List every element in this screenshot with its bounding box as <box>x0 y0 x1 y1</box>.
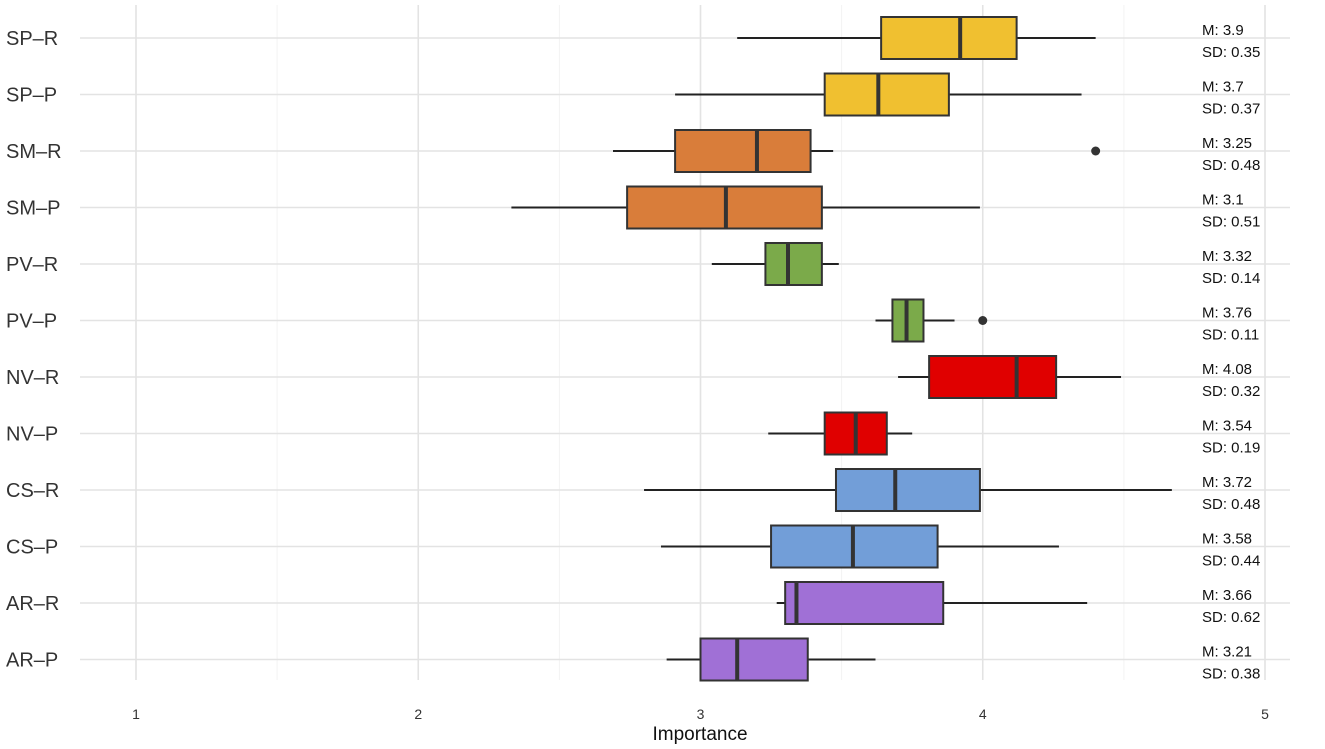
box-iqr <box>823 72 950 117</box>
grid-lines <box>80 5 1290 680</box>
box-1 <box>675 72 1082 117</box>
category-label: NV–R <box>6 367 59 389</box>
category-label: PV–R <box>6 254 58 276</box>
box-iqr <box>699 637 809 682</box>
category-label: SM–R <box>6 141 62 163</box>
x-tick-label: 1 <box>132 706 140 722</box>
box-11 <box>666 637 876 682</box>
sd-annotation: SD: 0.48 <box>1202 496 1260 513</box>
sd-annotation: SD: 0.19 <box>1202 440 1260 457</box>
category-label: SP–P <box>6 85 57 107</box>
sd-annotation: SD: 0.14 <box>1202 270 1260 287</box>
sd-annotation: SD: 0.44 <box>1202 553 1260 570</box>
mean-annotation: M: 3.7 <box>1202 79 1244 96</box>
box-iqr <box>928 355 1058 399</box>
category-label: SM–P <box>6 198 60 220</box>
box-4 <box>711 242 839 286</box>
mean-annotation: M: 3.54 <box>1202 418 1252 435</box>
sd-annotation: SD: 0.48 <box>1202 157 1260 174</box>
boxes-layer <box>511 16 1172 682</box>
category-label: SP–R <box>6 28 58 50</box>
box-iqr <box>784 581 945 625</box>
mean-annotation: M: 3.66 <box>1202 587 1252 604</box>
box-5 <box>875 298 988 343</box>
sd-annotation: SD: 0.35 <box>1202 44 1260 61</box>
mean-annotation: M: 3.21 <box>1202 644 1252 661</box>
mean-annotation: M: 3.58 <box>1202 531 1252 548</box>
category-label: CS–P <box>6 537 58 559</box>
x-tick-label: 4 <box>979 706 987 722</box>
category-label: AR–P <box>6 650 58 672</box>
sd-annotation: SD: 0.11 <box>1202 327 1259 344</box>
sd-annotation: SD: 0.37 <box>1202 101 1260 118</box>
box-iqr <box>674 129 812 173</box>
box-10 <box>776 581 1088 625</box>
mean-annotation: M: 3.72 <box>1202 474 1252 491</box>
stat-annotations: M: 3.9 SD: 0.35 M: 3.7 SD: 0.37 M: 3.25 SD: 0… <box>1202 22 1260 683</box>
box-7 <box>768 411 913 456</box>
mean-annotation: M: 3.32 <box>1202 248 1252 265</box>
mean-annotation: M: 3.1 <box>1202 192 1244 209</box>
outlier-point <box>1091 146 1101 156</box>
x-tick-labels: 1 2 3 4 5 <box>132 706 1269 722</box>
box-iqr <box>834 468 981 512</box>
sd-annotation: SD: 0.38 <box>1202 666 1260 683</box>
mean-annotation: M: 3.76 <box>1202 305 1252 322</box>
sd-annotation: SD: 0.51 <box>1202 214 1260 231</box>
outlier-point <box>978 316 988 325</box>
box-iqr <box>880 16 1018 60</box>
box-2 <box>613 129 1101 173</box>
box-3 <box>511 185 980 230</box>
box-9 <box>660 524 1059 569</box>
box-6 <box>898 355 1122 399</box>
sd-annotation: SD: 0.62 <box>1202 609 1260 626</box>
mean-annotation: M: 3.9 <box>1202 22 1244 39</box>
x-tick-label: 5 <box>1261 706 1269 722</box>
box-0 <box>737 16 1096 60</box>
box-8 <box>644 468 1172 512</box>
mean-annotation: M: 4.08 <box>1202 361 1252 378</box>
x-tick-label: 2 <box>414 706 422 722</box>
sd-annotation: SD: 0.32 <box>1202 383 1260 400</box>
category-labels: SP–R SP–P SM–R SM–P PV–R PV–P NV–R NV–P CS–R CS–P… <box>6 28 62 672</box>
category-label: NV–P <box>6 424 58 446</box>
mean-annotation: M: 3.25 <box>1202 135 1252 152</box>
category-label: AR–R <box>6 593 59 615</box>
x-axis-title: Importance <box>652 724 747 745</box>
box-iqr <box>764 242 823 286</box>
category-label: CS–R <box>6 480 59 502</box>
category-label: PV–P <box>6 311 57 333</box>
x-tick-label: 3 <box>697 706 705 722</box>
